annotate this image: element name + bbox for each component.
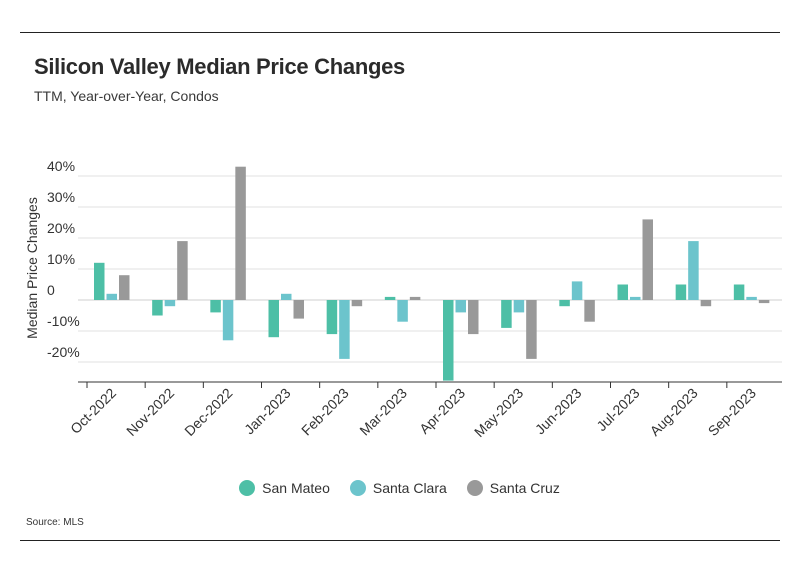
bar-san-mateo <box>384 296 396 300</box>
bar-santa-cruz <box>177 241 188 300</box>
legend: San Mateo Santa Clara Santa Cruz <box>0 480 799 496</box>
chart-title: Silicon Valley Median Price Changes <box>34 54 405 79</box>
x-tick-label: Mar-2023 <box>356 385 410 439</box>
x-tick-label: Jan-2023 <box>241 385 294 438</box>
y-tick-label: -10% <box>47 313 80 329</box>
x-tick-label: Dec-2022 <box>181 385 235 439</box>
y-tick-label: 20% <box>47 220 75 236</box>
bar-santa-clara <box>630 296 641 300</box>
bar-santa-clara <box>106 293 117 300</box>
x-tick-label: Apr-2023 <box>416 385 468 437</box>
x-tick-label: May-2023 <box>471 385 526 440</box>
bar-santa-clara <box>513 300 525 313</box>
y-tick-label: 40% <box>47 158 75 174</box>
bar-san-mateo <box>94 262 105 300</box>
x-tick-label: Nov-2022 <box>123 385 177 439</box>
legend-swatch-san-mateo <box>239 480 256 496</box>
y-tick-label: 10% <box>47 251 75 267</box>
x-tick-label: Oct-2022 <box>67 385 119 437</box>
bar-santa-clara <box>281 293 292 300</box>
bar-santa-clara <box>746 296 757 300</box>
bar-san-mateo <box>559 300 570 307</box>
bar-san-mateo <box>501 300 512 328</box>
legend-label-santa-cruz: Santa Cruz <box>489 480 560 496</box>
bar-santa-cruz <box>758 300 770 304</box>
legend-item-santa-cruz[interactable]: Santa Cruz <box>466 480 560 496</box>
legend-label-santa-clara: Santa Clara <box>372 480 447 496</box>
bar-santa-clara <box>222 300 234 341</box>
x-tick-label: Sep-2023 <box>705 385 759 439</box>
chart-subtitle: TTM, Year-over-Year, Condos <box>34 88 219 104</box>
bar-santa-cruz <box>351 300 363 307</box>
bar-santa-cruz <box>468 300 479 335</box>
y-axis-label: Median Price Changes <box>24 197 40 339</box>
y-tick-label: 30% <box>47 189 75 205</box>
y-tick-label: -20% <box>47 344 80 360</box>
bar-santa-clara <box>164 300 176 307</box>
legend-item-santa-clara[interactable]: Santa Clara <box>349 480 447 496</box>
x-tick-label: Jun-2023 <box>532 385 585 438</box>
y-tick-label: 0 <box>47 282 55 298</box>
bar-santa-cruz <box>293 300 304 319</box>
legend-label-san-mateo: San Mateo <box>262 480 330 496</box>
bar-santa-clara <box>339 300 350 359</box>
bar-san-mateo <box>675 284 687 300</box>
x-tick-label: Jul-2023 <box>593 385 642 434</box>
bar-santa-cruz <box>700 300 712 307</box>
bar-santa-clara <box>688 241 699 300</box>
bar-santa-cruz <box>119 275 130 300</box>
chart-area: 40% 30% 20% 10% 0 -10% -20% Median Price Change… <box>24 158 782 440</box>
legend-swatch-santa-clara <box>349 480 366 496</box>
legend-swatch-santa-cruz <box>466 480 483 496</box>
bar-santa-cruz <box>526 300 537 359</box>
bar-santa-clara <box>397 300 408 322</box>
bar-san-mateo <box>152 300 163 316</box>
bottom-rule <box>20 540 780 541</box>
bar-santa-cruz <box>235 166 246 300</box>
bar-san-mateo <box>443 300 454 381</box>
source-note: Source: MLS <box>26 517 84 528</box>
bar-santa-cruz <box>642 219 653 300</box>
bar-santa-clara <box>455 300 466 313</box>
bar-san-mateo <box>268 300 279 338</box>
bar-san-mateo <box>733 284 745 300</box>
bar-san-mateo <box>617 284 628 300</box>
bar-san-mateo <box>326 300 338 335</box>
x-tick-label: Aug-2023 <box>647 385 701 439</box>
bar-santa-cruz <box>584 300 595 322</box>
top-rule <box>20 32 780 33</box>
bar-santa-clara <box>571 281 583 300</box>
legend-item-san-mateo[interactable]: San Mateo <box>239 480 330 496</box>
bar-santa-cruz <box>409 296 421 300</box>
x-tick-label: Feb-2023 <box>298 385 352 439</box>
bar-san-mateo <box>210 300 221 313</box>
